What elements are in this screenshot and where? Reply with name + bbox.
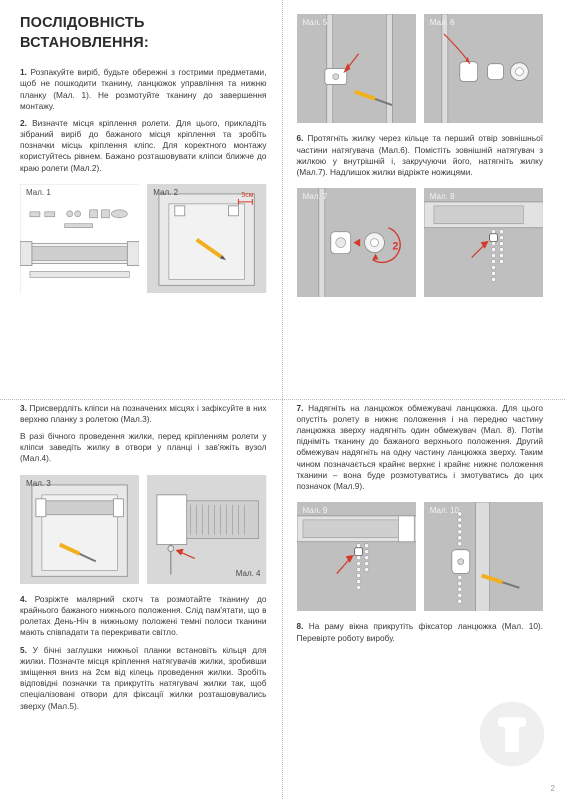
step-4: 4. Розріжте малярний скотч та розмотайте…: [20, 594, 267, 639]
figure-9: Мал. 9: [297, 502, 416, 611]
figure-6: Мал. 6: [424, 14, 543, 123]
step-6-text: Протягніть жилку через кільце та перший …: [297, 133, 544, 177]
step-2: 2. Визначте місця кріплення ролети. Для …: [20, 118, 267, 174]
figure-row-7-8: Мал. 7: [297, 188, 544, 297]
step-5-text: У бічні заглушки нижньої планки встанові…: [20, 645, 267, 711]
figure-7-svg: 2: [297, 188, 416, 297]
figure-3-svg: [20, 475, 139, 584]
figure-10: Мал. 10: [424, 502, 543, 611]
step-7: 7. Надягніть на ланцюжок обмежувачі ланц…: [297, 403, 544, 493]
figure-3: Мал. 3: [20, 475, 139, 584]
figure-2: Мал. 2 5см: [147, 184, 266, 293]
figure-4-svg: [147, 475, 266, 584]
figure-2-caption: Мал. 2: [153, 188, 178, 199]
svg-text:2: 2: [392, 241, 398, 253]
figure-1-caption: Мал. 1: [26, 188, 51, 199]
step-3b: В разі бічного проведення жилки, перед к…: [20, 431, 267, 465]
step-2-text: Визначте місця кріплення ролети. Для цьо…: [20, 118, 267, 173]
figure-row-1-2: Мал. 1: [20, 184, 267, 293]
figure-4: Мал. 4: [147, 475, 266, 584]
dim-5cm-label: 5см: [242, 192, 254, 199]
figure-row-5-6: Мал. 5: [297, 14, 544, 123]
figure-1-svg: [20, 184, 139, 293]
figure-row-9-10: Мал. 9: [297, 502, 544, 611]
figure-1: Мал. 1: [20, 184, 139, 293]
page-title: ПОСЛІДОВНІСТЬ ВСТАНОВЛЕННЯ:: [20, 14, 267, 53]
step-7-text: Надягніть на ланцюжок обмежувачі ланцюжк…: [297, 403, 544, 491]
figure-9-caption: Мал. 9: [303, 506, 328, 517]
figure-3-caption: Мал. 3: [26, 479, 51, 490]
step-4-text: Розріжте малярний скотч та розмотайте тк…: [20, 594, 267, 638]
figure-5: Мал. 5: [297, 14, 416, 123]
figure-7-caption: Мал. 7: [303, 192, 328, 203]
figure-6-svg: [424, 14, 543, 123]
figure-7: Мал. 7: [297, 188, 416, 297]
figure-5-svg: [297, 14, 416, 123]
step-8-text: На раму вікна прикрутіть фіксатор ланцюж…: [297, 621, 544, 642]
figure-8: Мал. 8: [424, 188, 543, 297]
horizontal-separator: [0, 399, 565, 400]
figure-10-caption: Мал. 10: [430, 506, 459, 517]
right-top-column: Мал. 5: [283, 0, 565, 389]
figure-8-caption: Мал. 8: [430, 192, 455, 203]
figure-6-caption: Мал. 6: [430, 18, 455, 29]
step-8: 8. На раму вікна прикрутіть фіксатор лан…: [297, 621, 544, 643]
figure-row-3-4: Мал. 3 Мал. 4: [20, 475, 267, 584]
figure-10-svg: [424, 502, 543, 611]
figure-9-svg: [297, 502, 416, 611]
left-bottom-column: 3. Присвердліть кліпси на позначених міс…: [0, 389, 283, 799]
step-6: 6. Протягніть жилку через кільце та перш…: [297, 133, 544, 178]
step-1-text: Розпакуйте виріб, будьте обережні з гост…: [20, 67, 267, 111]
figure-5-caption: Мал. 5: [303, 18, 328, 29]
watermark-icon: [477, 699, 547, 769]
step-3a: 3. Присвердліть кліпси на позначених міс…: [20, 403, 267, 425]
left-top-column: ПОСЛІДОВНІСТЬ ВСТАНОВЛЕННЯ: 1. Розпакуйт…: [0, 0, 283, 389]
figure-8-svg: [424, 188, 543, 297]
step-5: 5. У бічні заглушки нижньої планки встан…: [20, 645, 267, 712]
step-3a-text: Присвердліть кліпси на позначених місцях…: [20, 403, 267, 424]
step-1: 1. Розпакуйте виріб, будьте обережні з г…: [20, 67, 267, 112]
figure-4-caption: Мал. 4: [236, 569, 261, 580]
page-number: 2: [551, 784, 555, 793]
figure-2-svg: 5см: [147, 184, 266, 293]
